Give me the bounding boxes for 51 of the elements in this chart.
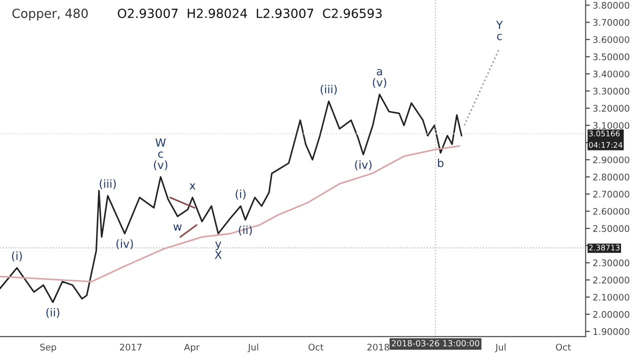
y-tick-label: 2.20000 bbox=[593, 276, 630, 284]
x-tick-label: Jul bbox=[494, 344, 506, 352]
x-tick-label: Oct bbox=[308, 344, 324, 351]
annotation: x bbox=[190, 183, 196, 190]
x-tick-label: 2017 bbox=[120, 344, 142, 351]
y-tick-label: 2.30000 bbox=[593, 259, 630, 266]
y-tick-label: 3.30000 bbox=[593, 88, 630, 95]
annotation: b bbox=[438, 158, 444, 168]
annotation: (iv) bbox=[116, 239, 133, 250]
y-tick-label: 2.60000 bbox=[593, 208, 630, 215]
x-tick-label: Jul bbox=[248, 344, 258, 352]
annotation: c bbox=[158, 152, 163, 158]
annotation: (iii) bbox=[320, 84, 337, 95]
annotation: (iv) bbox=[355, 160, 372, 170]
y-tick-label: 3.80000 bbox=[593, 2, 630, 9]
y-tick-label: 3.10000 bbox=[593, 122, 630, 129]
text: O2.93007 H2.98024 L2.93007 C2.96593 bbox=[118, 8, 382, 18]
annotation: Y bbox=[496, 20, 503, 29]
annotation: (v) bbox=[372, 78, 386, 88]
annotation: (v) bbox=[154, 160, 168, 170]
annotation: (ii) bbox=[46, 308, 60, 318]
annotation: a bbox=[376, 69, 382, 76]
y-tick-label: 3.40000 bbox=[593, 70, 630, 78]
y-tick-label: 1.90000 bbox=[594, 328, 630, 336]
annotation: (ii) bbox=[238, 226, 252, 236]
y-tick-label: 3.20000 bbox=[593, 104, 630, 112]
y-tick-label: 2.00000 bbox=[593, 311, 630, 318]
y-tick-label: 3.60000 bbox=[593, 36, 630, 44]
annotation: (i) bbox=[12, 251, 22, 262]
y-tick-label: 2.10000 bbox=[593, 294, 630, 301]
text: Copper, 480 bbox=[12, 8, 88, 21]
line-series bbox=[0, 145, 460, 282]
x-tick-label: Oct bbox=[556, 344, 571, 351]
annotation: W bbox=[156, 138, 166, 147]
y-tick-label: 2.50000 bbox=[593, 225, 630, 232]
annotation: X bbox=[214, 250, 222, 259]
y-tick-label: 2.80000 bbox=[593, 174, 630, 180]
annotation: w bbox=[174, 224, 182, 231]
annotation: (iii) bbox=[100, 179, 116, 190]
x-tick-label: Apr bbox=[184, 344, 200, 352]
line-series bbox=[0, 94, 462, 304]
y-tick-label: 3.50000 bbox=[593, 53, 630, 60]
x-tick-label: 2018 bbox=[367, 344, 390, 351]
y-tick-label: 2.70000 bbox=[593, 190, 630, 198]
ref-line-label: 2018-03-26 13:00:00 bbox=[392, 340, 480, 346]
annotation: c bbox=[497, 34, 502, 40]
annotation: (i) bbox=[236, 190, 246, 200]
x-tick-label: Sep bbox=[40, 344, 56, 352]
annotation: y bbox=[215, 242, 222, 250]
y-tick-label: 2.90000 bbox=[593, 156, 630, 164]
y-tick-label: 3.70000 bbox=[593, 19, 630, 26]
